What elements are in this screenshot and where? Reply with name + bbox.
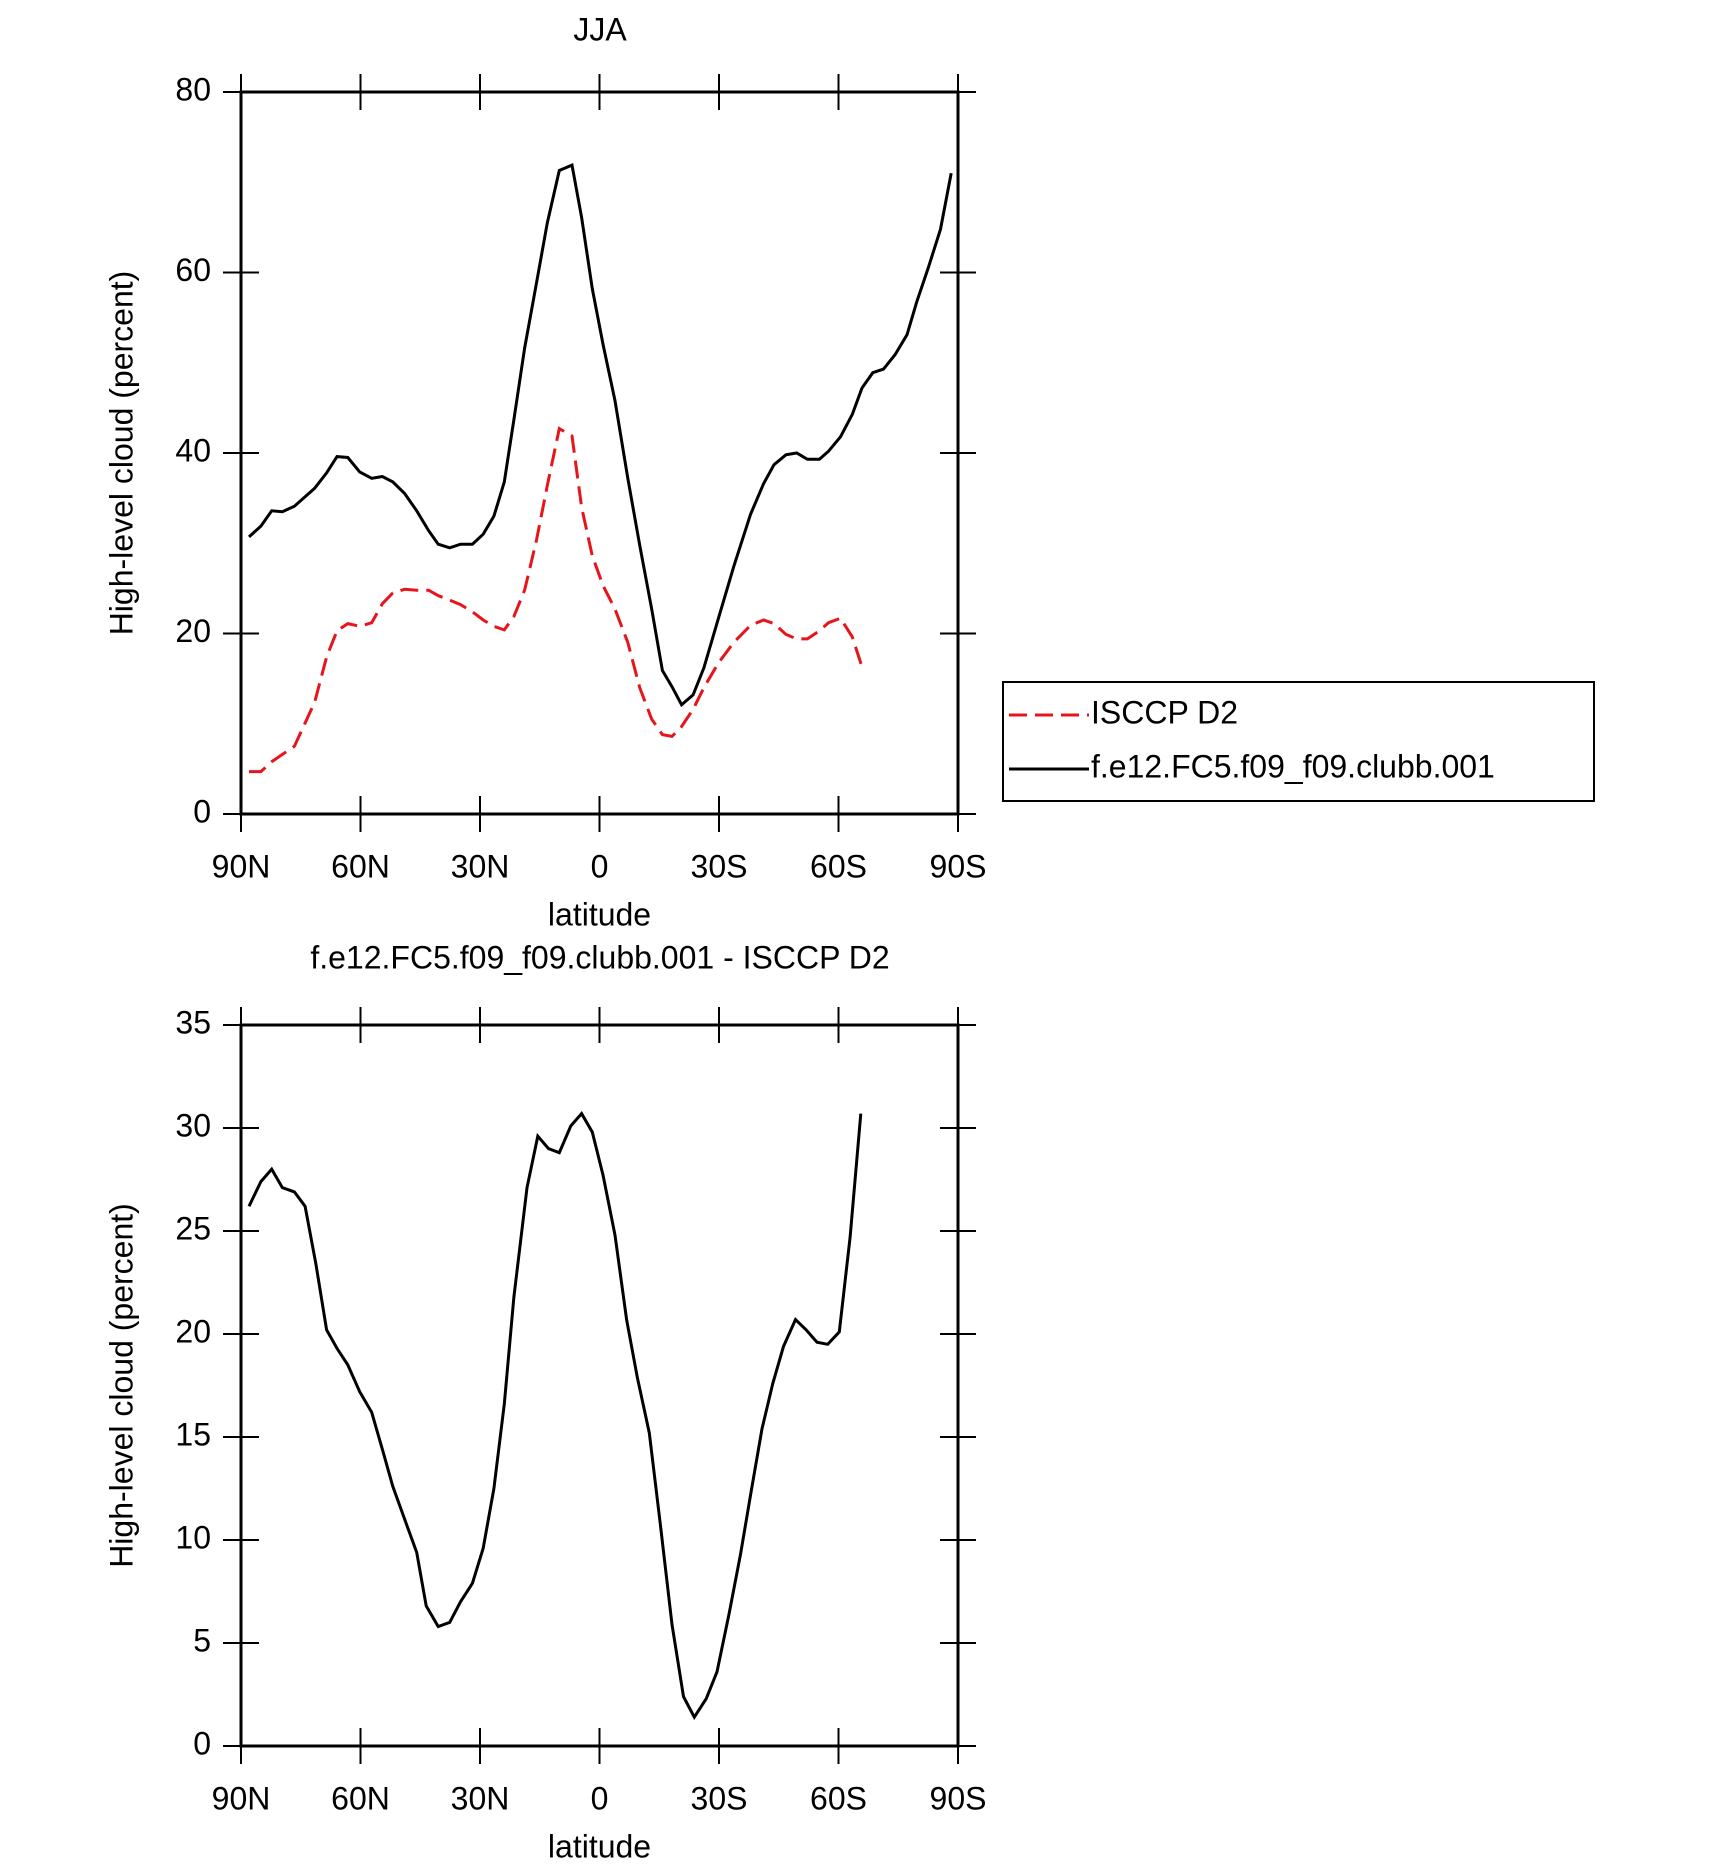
x-tick-label: 60N	[331, 1780, 390, 1816]
y-tick-label: 30	[175, 1107, 211, 1143]
x-tick-label: 60N	[331, 848, 390, 884]
x-tick-label: 60S	[810, 848, 867, 884]
y-tick-label: 0	[193, 1725, 211, 1761]
x-tick-label: 30N	[451, 1780, 510, 1816]
chart-title: JJA	[573, 11, 627, 47]
y-tick-label: 20	[175, 1313, 211, 1349]
y-tick-label: 25	[175, 1210, 211, 1246]
data-line	[247, 1111, 863, 1721]
x-tick-label: 30S	[691, 848, 748, 884]
data-line	[247, 162, 953, 708]
x-tick-label: 30S	[691, 1780, 748, 1816]
y-tick-label: 35	[175, 1004, 211, 1040]
y-axis-label: High-level cloud (percent)	[103, 271, 139, 636]
legend-label: ISCCP D2	[1091, 694, 1238, 730]
plot-frame	[239, 90, 960, 816]
y-tick-label: 40	[175, 432, 211, 468]
x-tick-label: 90S	[930, 848, 987, 884]
legend-label: f.e12.FC5.f09_f09.clubb.001	[1091, 748, 1495, 784]
x-axis-label: latitude	[548, 896, 651, 932]
y-tick-label: 10	[175, 1519, 211, 1555]
y-tick-label: 5	[193, 1622, 211, 1658]
data-line	[249, 426, 864, 774]
y-tick-label: 20	[175, 613, 211, 649]
x-tick-label: 90N	[212, 848, 271, 884]
plot-frame	[239, 1023, 960, 1748]
x-tick-label: 0	[591, 848, 609, 884]
legend-box	[1002, 681, 1595, 802]
x-axis-label: latitude	[548, 1828, 651, 1864]
x-tick-label: 90S	[930, 1780, 987, 1816]
y-tick-label: 0	[193, 793, 211, 829]
chart-title: f.e12.FC5.f09_f09.clubb.001 - ISCCP D2	[310, 939, 889, 975]
y-tick-label: 80	[175, 71, 211, 107]
x-tick-label: 90N	[212, 1780, 271, 1816]
y-axis-label: High-level cloud (percent)	[103, 1203, 139, 1568]
x-tick-label: 60S	[810, 1780, 867, 1816]
x-tick-label: 30N	[451, 848, 510, 884]
y-tick-label: 15	[175, 1416, 211, 1452]
y-tick-label: 60	[175, 252, 211, 288]
x-tick-label: 0	[591, 1780, 609, 1816]
